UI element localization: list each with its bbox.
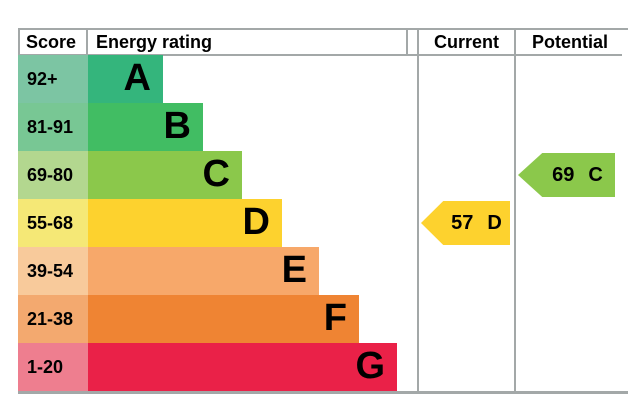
band-row: 69-80 C xyxy=(18,151,242,199)
score-range-label: 1-20 xyxy=(27,357,64,377)
band-letter-label: A xyxy=(123,57,151,100)
rating-header-right-border xyxy=(406,28,408,56)
potential-column-header: Potential xyxy=(531,32,608,52)
current-score-value: 57 xyxy=(451,211,474,234)
band-letter-label: E xyxy=(281,249,307,292)
band-row: 21-38 F xyxy=(18,295,359,343)
band-row: 55-68 D xyxy=(18,199,282,247)
current-rating-arrow: 57 D xyxy=(421,201,510,245)
score-range-cell: 21-38 xyxy=(18,295,88,343)
score-range-cell: 1-20 xyxy=(18,343,88,391)
band-row: 92+ A xyxy=(18,55,163,103)
current-column-header: Current xyxy=(433,32,499,52)
band-bar: A xyxy=(88,55,163,103)
band-row: 39-54 E xyxy=(18,247,319,295)
band-bar: C xyxy=(88,151,242,199)
band-letter-label: C xyxy=(202,153,230,196)
current-rating-letter: D xyxy=(487,211,502,234)
score-range-label: 92+ xyxy=(27,69,58,89)
score-header-left-border xyxy=(18,28,20,56)
band-letter-label: B xyxy=(163,105,191,148)
band-letter-label: F xyxy=(323,297,347,340)
potential-rating-letter: C xyxy=(588,163,603,186)
band-bar: G xyxy=(88,343,397,391)
score-column-header: Score xyxy=(26,32,77,52)
score-range-cell: 69-80 xyxy=(18,151,88,199)
score-range-cell: 81-91 xyxy=(18,103,88,151)
score-range-label: 21-38 xyxy=(27,309,74,329)
score-range-label: 55-68 xyxy=(27,213,74,233)
score-range-label: 69-80 xyxy=(27,165,74,185)
score-range-cell: 39-54 xyxy=(18,247,88,295)
score-range-cell: 92+ xyxy=(18,55,88,103)
current-column-left-border xyxy=(417,28,419,394)
score-range-cell: 55-68 xyxy=(18,199,88,247)
band-bar: E xyxy=(88,247,319,295)
table-top-border xyxy=(18,28,628,30)
band-letter-label: D xyxy=(242,201,270,244)
potential-column-left-border xyxy=(514,28,516,394)
band-row: 1-20 G xyxy=(18,343,397,391)
band-bar: B xyxy=(88,103,203,151)
header-bottom-border xyxy=(18,54,622,56)
energy-rating-column-header: Energy rating xyxy=(96,32,213,52)
band-row: 81-91 B xyxy=(18,103,203,151)
score-range-label: 39-54 xyxy=(27,261,74,281)
potential-score-value: 69 xyxy=(552,163,575,186)
table-bottom-border xyxy=(18,391,628,394)
band-letter-label: G xyxy=(355,345,385,388)
score-header-right-border xyxy=(86,28,88,56)
potential-rating-arrow: 69 C xyxy=(518,153,615,197)
band-bar: D xyxy=(88,199,282,247)
score-range-label: 81-91 xyxy=(27,117,74,137)
band-bar: F xyxy=(88,295,359,343)
